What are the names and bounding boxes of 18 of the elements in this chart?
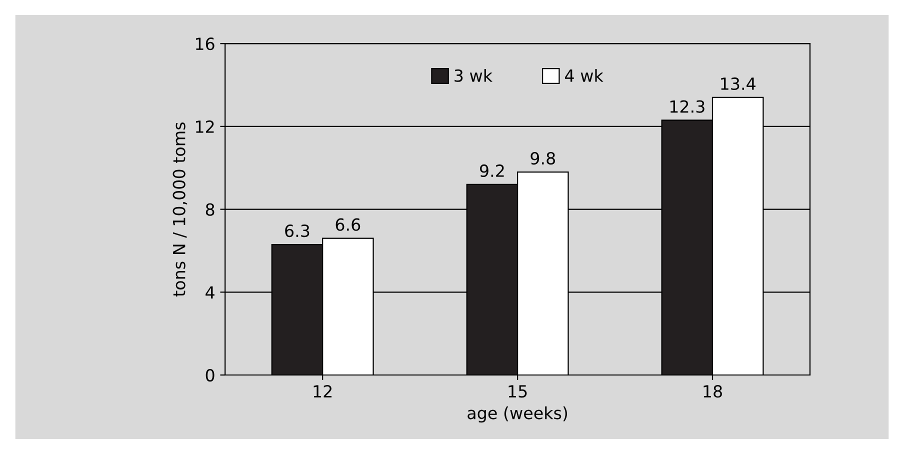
data-label: 13.4 bbox=[721, 77, 756, 90]
y-tick-label: 16 bbox=[196, 38, 214, 50]
y-tick-label: 4 bbox=[206, 286, 214, 298]
data-label: 12.3 bbox=[670, 100, 704, 113]
data-label: 9.8 bbox=[530, 152, 555, 165]
x-tick-label: 18 bbox=[704, 385, 722, 398]
y-tick-label: 8 bbox=[206, 203, 214, 216]
x-tick-label: 15 bbox=[508, 385, 527, 398]
x-tick-label: 12 bbox=[314, 385, 332, 398]
x-axis-title: age (weeks) bbox=[468, 406, 568, 423]
data-label: 6.6 bbox=[336, 218, 360, 231]
legend-label: 4 wk bbox=[565, 69, 604, 82]
data-label: 9.2 bbox=[480, 164, 504, 178]
y-tick-label: 0 bbox=[206, 368, 214, 382]
y-axis-title: tons N / 10,000 toms bbox=[172, 122, 188, 296]
data-label: 6.3 bbox=[285, 224, 310, 238]
legend-label: 3 wk bbox=[454, 69, 492, 82]
y-tick-label: 12 bbox=[196, 120, 214, 133]
